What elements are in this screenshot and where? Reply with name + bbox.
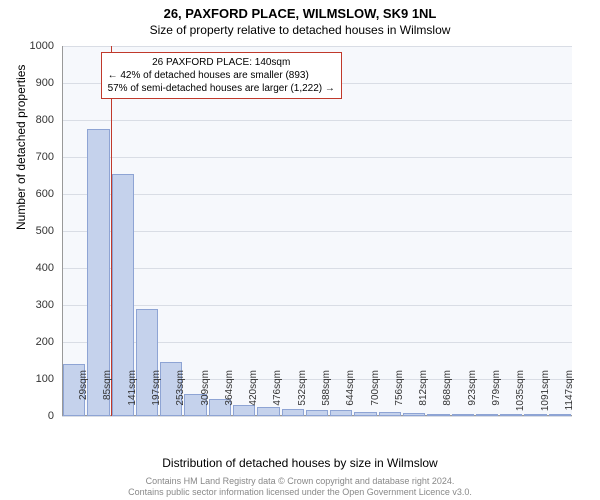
footer-line1: Contains HM Land Registry data © Crown c… [0, 476, 600, 487]
ytick-label: 600 [14, 188, 54, 200]
xtick-label: 1091sqm [540, 370, 551, 420]
xtick-label: 812sqm [418, 370, 429, 420]
ytick-label: 400 [14, 262, 54, 274]
ytick-label: 300 [14, 299, 54, 311]
ytick-label: 800 [14, 114, 54, 126]
callout-line2: ← 42% of detached houses are smaller (89… [108, 69, 335, 82]
ytick-label: 1000 [14, 40, 54, 52]
xtick-label: 197sqm [151, 370, 162, 420]
xtick-label: 923sqm [467, 370, 478, 420]
xtick-label: 420sqm [248, 370, 259, 420]
y-axis-title: Number of detached properties [14, 65, 28, 230]
xtick-label: 588sqm [321, 370, 332, 420]
callout-box: 26 PAXFORD PLACE: 140sqm ← 42% of detach… [101, 52, 342, 99]
xtick-label: 309sqm [200, 370, 211, 420]
page-title: 26, PAXFORD PLACE, WILMSLOW, SK9 1NL [0, 0, 600, 21]
xtick-label: 1035sqm [515, 370, 526, 420]
ytick-label: 900 [14, 77, 54, 89]
bars-container [62, 46, 572, 416]
callout-line3: 57% of semi-detached houses are larger (… [108, 82, 335, 95]
xtick-label: 476sqm [272, 370, 283, 420]
callout-line1: 26 PAXFORD PLACE: 140sqm [108, 56, 335, 69]
footer: Contains HM Land Registry data © Crown c… [0, 476, 600, 498]
ytick-label: 500 [14, 225, 54, 237]
ytick-label: 200 [14, 336, 54, 348]
xtick-label: 253sqm [175, 370, 186, 420]
xtick-label: 364sqm [224, 370, 235, 420]
page-subtitle: Size of property relative to detached ho… [0, 21, 600, 37]
footer-line2: Contains public sector information licen… [0, 487, 600, 498]
ytick-label: 700 [14, 151, 54, 163]
x-axis-title: Distribution of detached houses by size … [0, 456, 600, 470]
xtick-label: 29sqm [78, 370, 89, 420]
xtick-label: 868sqm [442, 370, 453, 420]
xtick-label: 756sqm [394, 370, 405, 420]
chart-area: 26 PAXFORD PLACE: 140sqm ← 42% of detach… [62, 46, 572, 416]
xtick-label: 700sqm [370, 370, 381, 420]
reference-line [111, 46, 112, 416]
xtick-label: 979sqm [491, 370, 502, 420]
xtick-label: 85sqm [102, 370, 113, 420]
xtick-label: 1147sqm [564, 370, 575, 420]
xtick-label: 532sqm [297, 370, 308, 420]
xtick-label: 644sqm [345, 370, 356, 420]
ytick-label: 0 [14, 410, 54, 422]
xtick-label: 141sqm [127, 370, 138, 420]
ytick-label: 100 [14, 373, 54, 385]
